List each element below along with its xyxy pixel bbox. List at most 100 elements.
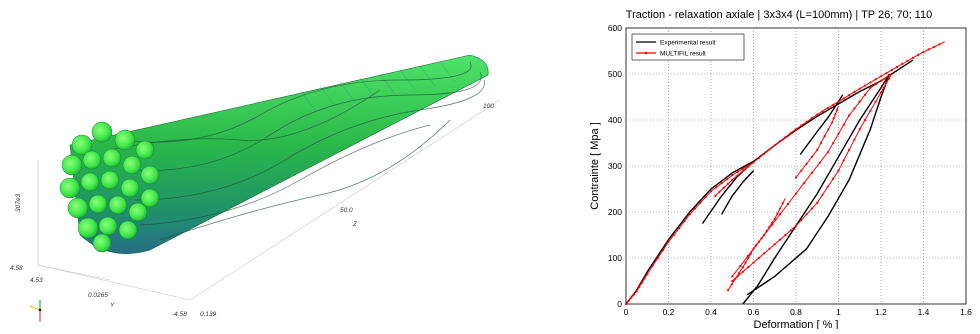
- multifil-point: [853, 138, 856, 141]
- multifil-point: [848, 148, 851, 151]
- multifil-point: [786, 202, 790, 206]
- multifil-point: [752, 161, 755, 164]
- tick-labels: 0 0.2 0.4 0.6 0.8 1 1.2 1.4 1.6 0 100 200 300 400 500 6…: [608, 23, 972, 317]
- multifil-point: [794, 128, 798, 131]
- multifil-point: [731, 279, 734, 283]
- multifil-point: [832, 141, 835, 145]
- multifil-point: [802, 182, 806, 185]
- multifil-point: [879, 75, 883, 78]
- multifil-point: [757, 256, 760, 260]
- x-tick-label: 1.2: [875, 307, 887, 317]
- axis-label-z-mid: 50.0: [340, 207, 353, 214]
- multifil-point: [863, 118, 867, 122]
- multifil-point: [818, 161, 822, 164]
- x-tick-label: 0.8: [790, 307, 802, 317]
- multifil-point: [831, 121, 834, 124]
- multifil-point: [922, 50, 925, 54]
- x-tick-label: 1.6: [960, 307, 972, 317]
- multifil-point: [874, 100, 877, 103]
- multifil-point: [738, 271, 741, 275]
- y-axis-title: Contrainte [ Mpa ]: [589, 122, 601, 209]
- multifil-point: [638, 285, 641, 288]
- multifil-point: [718, 190, 721, 193]
- multifil-point: [784, 233, 787, 237]
- grid-lines: [626, 28, 966, 304]
- multifil-point: [770, 223, 774, 226]
- multifil-point: [832, 177, 835, 180]
- multifil-point: [879, 91, 883, 94]
- experimental-curve-segment: [799, 94, 844, 155]
- multifil-point: [704, 195, 707, 199]
- multifil-point: [736, 275, 739, 278]
- multifil-point: [624, 302, 628, 306]
- multifil-point: [662, 248, 665, 252]
- y-tick-label: 400: [608, 115, 622, 125]
- multifil-point: [784, 136, 787, 139]
- strand-twists: [299, 61, 456, 111]
- multifil-point: [800, 218, 803, 222]
- multifil-point: [768, 148, 771, 151]
- multifil-point: [834, 113, 837, 116]
- axis-label-z-bot: 0.139: [200, 311, 217, 318]
- multifil-point: [885, 72, 888, 75]
- multifil-point: [863, 84, 867, 87]
- legend-label-multifil: MULTIFIL result: [660, 51, 706, 58]
- multifil-point: [763, 252, 766, 255]
- multifil-point: [739, 264, 742, 268]
- multifil-point: [688, 213, 691, 216]
- orientation-triad: [29, 300, 42, 322]
- multifil-point: [810, 171, 814, 174]
- multifil-point: [781, 202, 784, 205]
- multifil-point: [730, 283, 733, 286]
- multifil-point: [887, 77, 891, 80]
- multifil-point: [699, 201, 702, 204]
- multifil-point: [776, 212, 779, 215]
- multifil-point: [800, 169, 803, 172]
- multifil-point: [736, 170, 739, 174]
- multifil-point: [763, 233, 766, 237]
- multifil-point: [778, 238, 782, 241]
- multifil-point: [744, 261, 747, 264]
- strand-3d-render: 307e3 4.58 4.53 0.0265 -4.58 Y 0.139 50.…: [10, 54, 501, 322]
- multifil-point: [640, 281, 644, 284]
- multifil-point: [683, 220, 686, 223]
- y-tick-label: 0: [617, 299, 622, 309]
- multifil-point: [842, 159, 845, 162]
- multifil-point: [816, 148, 819, 151]
- multifil-point: [826, 185, 829, 188]
- multifil-point: [757, 156, 760, 160]
- legend-marker-multifil: [644, 51, 648, 55]
- stress-strain-chart: Traction - relaxation axiale | 3x3x4 (L=…: [589, 9, 972, 331]
- multifil-point: [731, 174, 734, 177]
- axis-label-x-mid: 307e3: [15, 194, 22, 212]
- multifil-point: [832, 117, 835, 120]
- x-tick-label: 0: [624, 307, 629, 317]
- multifil-point: [895, 65, 899, 69]
- multifil-point: [747, 165, 750, 168]
- legend-label-experimental: Experimental result: [660, 40, 716, 47]
- legend: Experimental result MULTIFIL result: [631, 33, 745, 61]
- multifil-point: [938, 43, 941, 46]
- multifil-point: [651, 264, 654, 268]
- multifil-point: [885, 82, 888, 85]
- multifil-point: [869, 86, 872, 89]
- y-tick-label: 100: [608, 253, 622, 263]
- multifil-point: [885, 76, 888, 79]
- x-tick-label: 1: [836, 307, 841, 317]
- multifil-point: [933, 45, 936, 48]
- multifil-point: [821, 110, 824, 113]
- multifil-point: [778, 207, 782, 210]
- multifil-point: [725, 178, 729, 181]
- multifil-point: [773, 217, 776, 220]
- multifil-point: [882, 86, 885, 89]
- multifil-point: [863, 93, 867, 96]
- experimental-curve-segment: [721, 170, 755, 215]
- multifil-point: [890, 68, 893, 72]
- multifil-point: [635, 290, 638, 293]
- multifil-point: [917, 53, 920, 57]
- multifil-point: [763, 152, 766, 155]
- multifil-point: [643, 277, 646, 280]
- multifil-point: [726, 182, 730, 185]
- multifil-point: [794, 192, 798, 195]
- multifil-point: [848, 94, 851, 97]
